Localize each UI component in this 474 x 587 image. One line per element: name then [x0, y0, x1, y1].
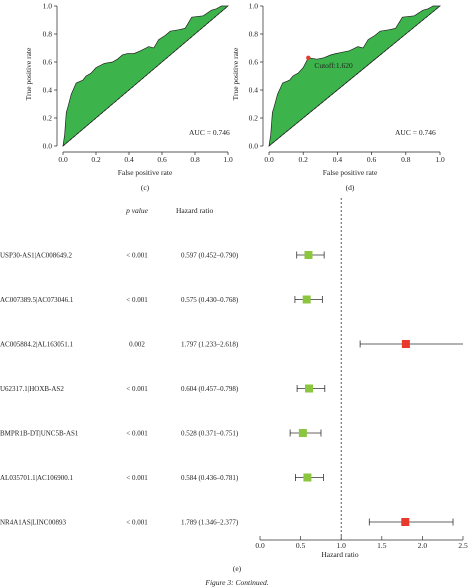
forest-tick-label: 0.5	[296, 541, 306, 550]
ytick-label: 0.8	[249, 30, 259, 39]
xtick-label: 0.4	[124, 155, 134, 164]
gene-label: U62317.1|HOXB-AS2	[0, 385, 64, 393]
pvalue-cell: < 0.001	[126, 296, 148, 304]
forest-row: AC007389.5|AC073046.1 < 0.001 0.575 (0.430…	[0, 295, 323, 304]
hr-cell: 1.789 (1.346–2.377)	[181, 519, 239, 527]
hr-cell: 0.597 (0.452–0.790)	[181, 252, 239, 260]
ytick-label: 1.0	[249, 2, 259, 11]
hr-point	[303, 473, 312, 482]
xtick-label: 0.6	[157, 155, 167, 164]
hr-cell: 0.584 (0.436–0.781)	[181, 474, 239, 482]
panel-label-e: (e)	[233, 564, 242, 573]
ytick-label: 0.6	[43, 58, 53, 67]
roc-yticks-d: 0.0 0.2 0.4 0.6 0.8 1.0	[249, 2, 263, 151]
panel-label-c: (c)	[141, 183, 150, 192]
ytick-label: 0.6	[249, 58, 259, 67]
pvalue-cell: < 0.001	[126, 385, 148, 393]
ytick-label: 1.0	[43, 2, 53, 11]
hr-cell: 0.528 (0.371–0.751)	[181, 430, 239, 438]
hr-cell: 1.797 (1.233–2.618)	[181, 341, 239, 349]
roc-chart-c: 0.0 0.2 0.4 0.6 0.8 1.0 0.0 0.2 0.4 0.6 0.8 1.0 Tr…	[24, 2, 233, 193]
xtick-label: 1.0	[223, 155, 233, 164]
forest-tick-label: 2.5	[458, 541, 468, 550]
forest-row: USP30-AS1|AC008649.2 < 0.001 0.597 (0.452–…	[0, 251, 325, 260]
hr-point	[401, 340, 410, 348]
gene-label: AL035701.1|AC106900.1	[0, 474, 73, 482]
auc-annotation-c: AUC = 0.746	[189, 128, 230, 137]
gene-label: AC007389.5|AC073046.1	[0, 296, 74, 304]
forest-xticks: 0.0 0.5 1.0 1.5 2.0 2.5	[255, 536, 468, 550]
xtick-label: 0.2	[299, 155, 309, 164]
forest-tick-label: 1.0	[337, 541, 347, 550]
ytick-label: 0.2	[249, 114, 259, 123]
ytick-label: 0.0	[249, 142, 259, 151]
gene-label: USP30-AS1|AC008649.2	[0, 252, 72, 260]
hr-cell: 0.575 (0.430–0.768)	[181, 296, 239, 304]
auc-annotation-d: AUC = 0.746	[395, 128, 436, 137]
forest-rows: USP30-AS1|AC008649.2 < 0.001 0.597 (0.452–…	[0, 251, 463, 527]
gene-label: NR4A1AS|LINC00893	[0, 519, 66, 527]
hr-point	[304, 251, 313, 259]
roc-xlabel-d: False positive rate	[323, 168, 378, 177]
xtick-label: 0.4	[333, 155, 343, 164]
ytick-label: 0.4	[43, 86, 53, 95]
hr-cell: 0.604 (0.457–0.798)	[181, 385, 239, 393]
forest-row: U62317.1|HOXB-AS2 < 0.001 0.604 (0.457–0.7…	[0, 384, 326, 393]
roc-diagonal-c	[62, 5, 229, 147]
xtick-label: 0.8	[401, 155, 411, 164]
hr-point	[298, 429, 307, 437]
hr-point	[401, 518, 410, 526]
roc-xlabel-c: False positive rate	[118, 168, 173, 177]
ytick-label: 0.2	[43, 114, 53, 123]
pvalue-cell: < 0.001	[126, 430, 148, 438]
xtick-label: 0.0	[58, 155, 68, 164]
xtick-label: 1.0	[435, 155, 445, 164]
ytick-label: 0.8	[43, 30, 53, 39]
pvalue-cell: < 0.001	[126, 252, 148, 260]
gene-label: AC005884.2|AL163051.1	[0, 341, 73, 349]
xtick-label: 0.8	[190, 155, 200, 164]
roc-xticks-c: 0.0 0.2 0.4 0.6 0.8 1.0	[58, 152, 233, 164]
roc-ylabel-c: True positive rate	[24, 47, 33, 100]
cutoff-point-d	[306, 55, 311, 60]
hr-point	[302, 295, 311, 304]
xtick-label: 0.6	[367, 155, 377, 164]
xtick-label: 0.2	[91, 155, 101, 164]
pvalue-cell: 0.002	[129, 341, 145, 349]
cutoff-label-d: Cutoff:1.620	[314, 61, 353, 70]
pvalue-cell: < 0.001	[126, 519, 148, 527]
forest-row: AL035701.1|AC106900.1 < 0.001 0.584 (0.436…	[0, 473, 324, 482]
roc-xticks-d: 0.0 0.2 0.4 0.6 0.8 1.0	[264, 152, 445, 164]
xtick-label: 0.0	[264, 155, 274, 164]
forest-xlabel: Hazard ratio	[321, 550, 359, 559]
forest-plot: p value Hazard ratio USP30-AS1|AC008649.…	[0, 198, 468, 573]
hazard-ratio-header: Hazard ratio	[176, 206, 214, 215]
forest-tick-label: 1.5	[377, 541, 387, 550]
roc-diagonal-d	[268, 5, 441, 147]
pvalue-header: p value	[125, 206, 149, 215]
ytick-label: 0.0	[43, 142, 53, 151]
roc-yticks-c: 0.0 0.2 0.4 0.6 0.8 1.0	[43, 2, 57, 151]
panel-label-d: (d)	[346, 183, 355, 192]
forest-row: NR4A1AS|LINC00893 < 0.001 1.789 (1.346–2.3…	[0, 518, 454, 527]
forest-row: AC005884.2|AL163051.1 0.002 1.797 (1.233–2…	[0, 340, 463, 349]
forest-tick-label: 0.0	[255, 541, 265, 550]
forest-tick-label: 2.0	[418, 541, 428, 550]
roc-chart-d: 0.0 0.2 0.4 0.6 0.8 1.0 0.0 0.2 0.4 0.6 0.8 1.0 Cu…	[231, 2, 445, 193]
forest-row: BMPR1B-DT|UNC5B-AS1 < 0.001 0.528 (0.371–0…	[0, 429, 322, 438]
gene-label: BMPR1B-DT|UNC5B-AS1	[0, 430, 79, 438]
hr-point	[305, 384, 314, 393]
pvalue-cell: < 0.001	[126, 474, 148, 482]
roc-ylabel-d: True positive rate	[231, 47, 240, 100]
ytick-label: 0.4	[249, 86, 259, 95]
figure-caption: Figure 3: Continued.	[204, 578, 268, 587]
